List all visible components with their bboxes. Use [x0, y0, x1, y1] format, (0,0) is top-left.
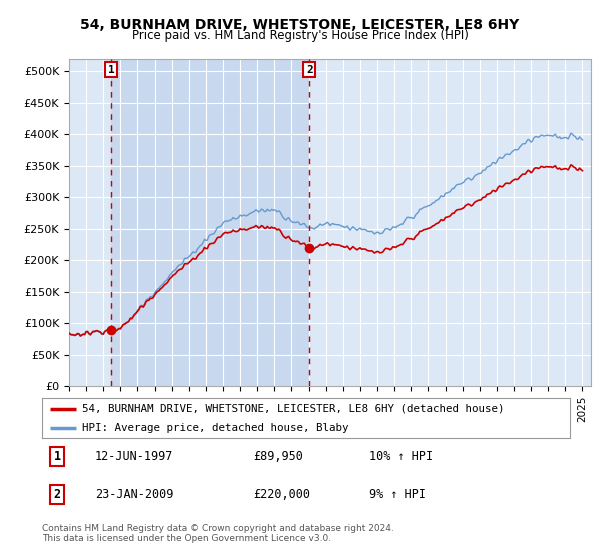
- Text: HPI: Average price, detached house, Blaby: HPI: Average price, detached house, Blab…: [82, 423, 348, 433]
- Text: 10% ↑ HPI: 10% ↑ HPI: [370, 450, 433, 463]
- Text: 2: 2: [53, 488, 61, 501]
- Text: £220,000: £220,000: [253, 488, 310, 501]
- Bar: [111, 59, 310, 386]
- Text: 9% ↑ HPI: 9% ↑ HPI: [370, 488, 427, 501]
- Text: Contains HM Land Registry data © Crown copyright and database right 2024.
This d: Contains HM Land Registry data © Crown c…: [42, 524, 394, 543]
- Text: 2: 2: [306, 64, 313, 74]
- Text: 1: 1: [53, 450, 61, 463]
- Text: 54, BURNHAM DRIVE, WHETSTONE, LEICESTER, LE8 6HY: 54, BURNHAM DRIVE, WHETSTONE, LEICESTER,…: [80, 18, 520, 32]
- Text: £89,950: £89,950: [253, 450, 303, 463]
- Text: 23-JAN-2009: 23-JAN-2009: [95, 488, 173, 501]
- Text: 1: 1: [107, 64, 115, 74]
- Text: 54, BURNHAM DRIVE, WHETSTONE, LEICESTER, LE8 6HY (detached house): 54, BURNHAM DRIVE, WHETSTONE, LEICESTER,…: [82, 404, 504, 414]
- Text: 12-JUN-1997: 12-JUN-1997: [95, 450, 173, 463]
- Text: Price paid vs. HM Land Registry's House Price Index (HPI): Price paid vs. HM Land Registry's House …: [131, 29, 469, 42]
